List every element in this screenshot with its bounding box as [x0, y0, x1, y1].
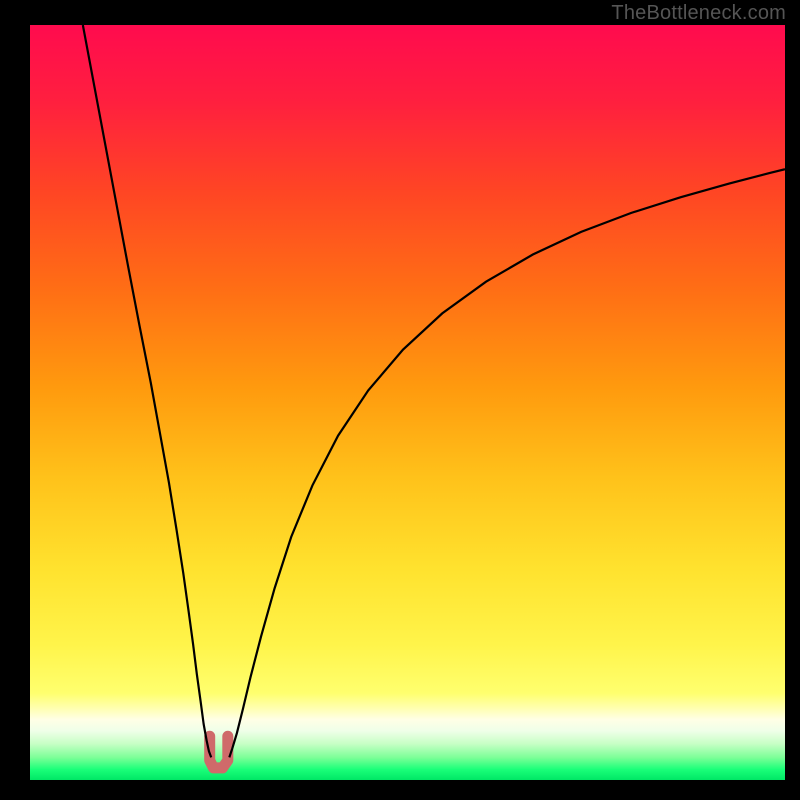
curve-right	[229, 169, 785, 757]
chart-frame: TheBottleneck.com	[0, 0, 800, 800]
curve-left	[83, 25, 211, 757]
plot-area	[30, 25, 785, 780]
curves-layer	[30, 25, 785, 780]
watermark-text: TheBottleneck.com	[611, 2, 786, 25]
valley-marker	[210, 736, 228, 768]
